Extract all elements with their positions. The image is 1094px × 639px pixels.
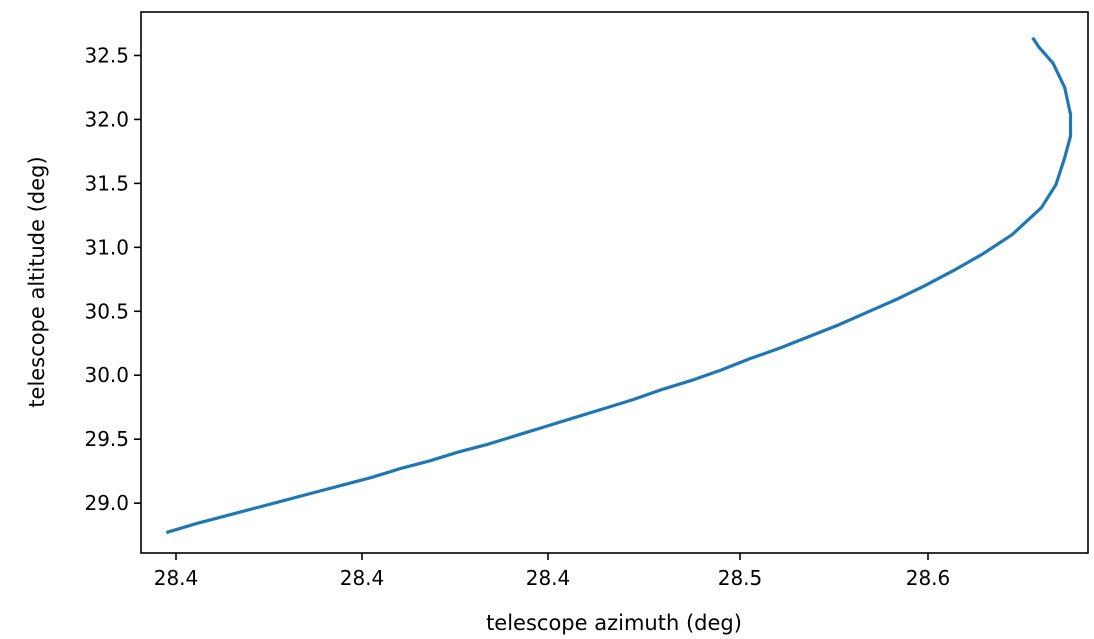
series-line-0 [165,36,1073,535]
plot-frame [140,11,1089,554]
x-tick-label: 28.6 [906,566,951,590]
y-tick-label: 30.5 [84,299,129,323]
y-tick-label: 30.0 [84,363,129,387]
y-axis-label: telescope altitude (deg) [25,156,49,407]
y-tick-label: 32.5 [84,43,129,67]
x-tick-label: 28.4 [526,566,571,590]
y-axis-ticks: 29.0 29.5 30.0 30.5 31.0 31.5 32.0 32.5 [84,43,141,515]
y-tick-label: 32.0 [84,107,129,131]
y-tick-label: 29.0 [84,491,129,515]
y-tick-label: 31.5 [84,171,129,195]
x-axis-ticks: 28.4 28.4 28.4 28.5 28.6 [154,553,951,590]
x-tick-label: 28.4 [340,566,385,590]
y-tick-label: 29.5 [84,427,129,451]
x-tick-label: 28.4 [154,566,199,590]
y-tick-label: 31.0 [84,235,129,259]
x-tick-label: 28.5 [718,566,763,590]
plot-area [165,36,1073,535]
x-axis-label: telescope azimuth (deg) [486,611,742,635]
